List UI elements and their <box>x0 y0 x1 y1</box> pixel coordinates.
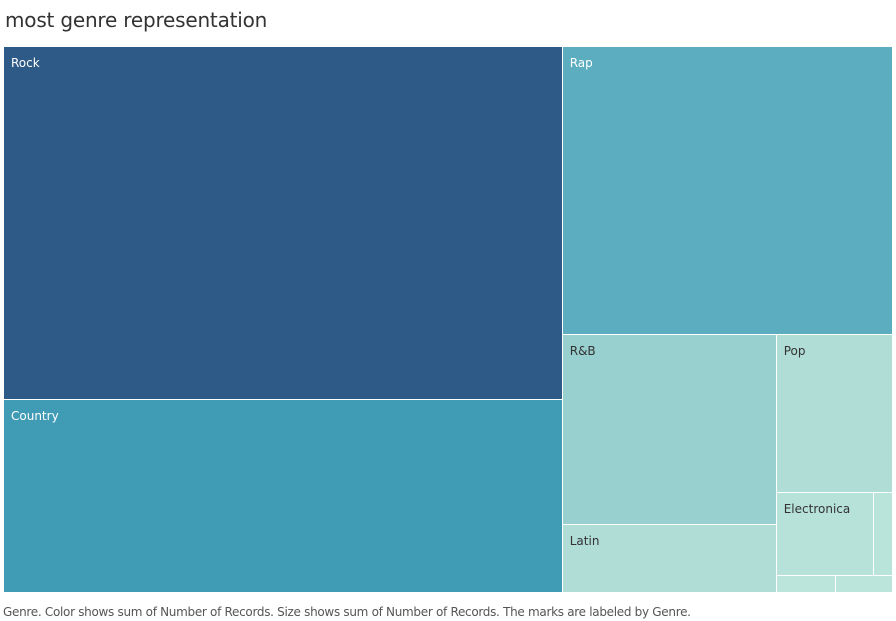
tile-label-rock: Rock <box>11 56 40 70</box>
chart-title: most genre representation <box>5 8 268 32</box>
treemap-tile-minor-8[interactable] <box>776 576 837 593</box>
tile-label-latin: Latin <box>569 533 600 548</box>
treemap: Rock Country Rap R&B Latin Pop Electronica <box>4 47 893 593</box>
treemap-tile-rap[interactable]: Rap <box>562 47 893 335</box>
tile-label-r-b: R&B <box>569 343 596 358</box>
treemap-tile-r-b[interactable]: R&B <box>562 334 777 525</box>
treemap-tile-latin[interactable]: Latin <box>562 524 777 593</box>
tile-label-electronica: Electronica <box>783 502 851 517</box>
tile-label-pop: Pop <box>783 343 806 358</box>
treemap-tile-rock[interactable]: Rock <box>4 47 563 400</box>
treemap-tile-minor-9[interactable] <box>836 576 893 593</box>
treemap-tile-country[interactable]: Country <box>4 399 563 593</box>
treemap-tile-pop[interactable]: Pop <box>776 334 893 494</box>
chart-caption: Genre. Color shows sum of Number of Reco… <box>3 605 691 619</box>
treemap-tile-minor-7[interactable] <box>874 493 893 577</box>
treemap-tile-electronica[interactable]: Electronica <box>776 493 875 577</box>
tile-label-country: Country <box>11 408 59 423</box>
tile-label-rap: Rap <box>569 56 593 70</box>
